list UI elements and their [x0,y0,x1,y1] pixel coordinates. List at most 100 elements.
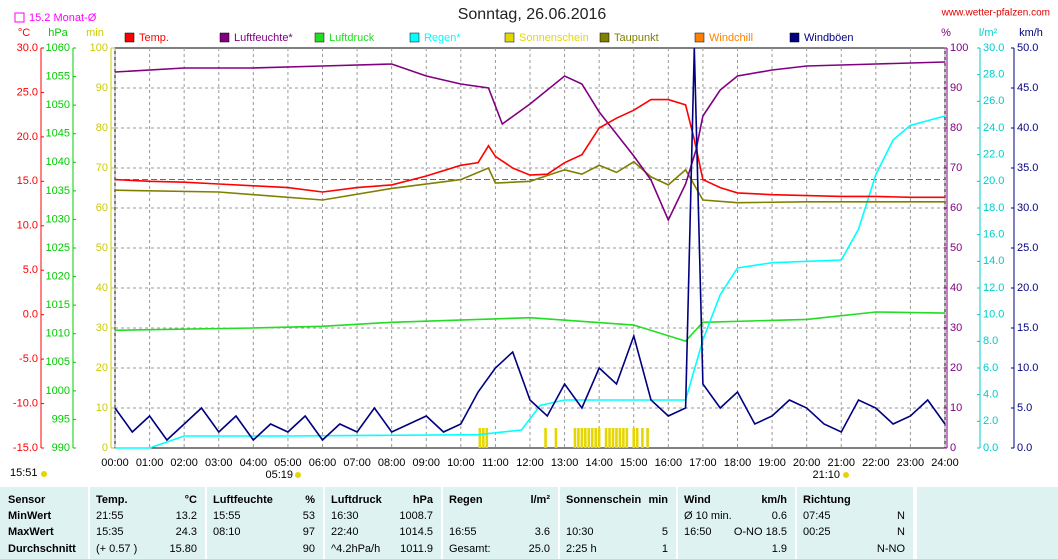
y-tick-label: 1045 [46,128,70,140]
table-cell: 1.9 [771,543,787,555]
y-tick-label: -5.0 [19,353,38,365]
y-tick-label: 1010 [46,328,70,340]
x-tick-label: 13:00 [551,457,579,469]
y-tick-label: 10.0 [17,220,38,232]
table-cell: N [897,510,905,522]
table-column [90,487,205,559]
y-tick-label: 10 [96,402,108,414]
table-cell: 16:55 [449,526,477,538]
y-tick-label: 28.0 [983,69,1004,81]
mean-icon [14,12,25,23]
y-tick-label: 1025 [46,242,70,254]
table-cell: Ø 10 min. [684,510,732,522]
sun-icon [41,471,47,477]
axis-unit: °C [18,27,30,39]
table-header: Regen [449,494,483,506]
legend-swatch [124,32,135,43]
y-tick-label: 14.0 [983,255,1004,267]
sun-icon [295,472,301,478]
y-tick-label: 1050 [46,99,70,111]
table-header: % [305,494,315,506]
axis-unit: l/m² [979,27,998,39]
x-tick-label: 20:00 [793,457,821,469]
table-column [0,487,88,559]
table-header: hPa [412,494,433,506]
table-cell: Durchschnitt [8,543,76,555]
y-tick-label: 45.0 [1017,82,1038,94]
table-cell: 08:10 [213,526,241,538]
table-header: l/m² [530,494,550,506]
legend-swatch [504,32,515,43]
y-tick-label: 50 [950,242,962,254]
y-tick-label: 70 [96,162,108,174]
table-header: Sonnenschein [566,494,642,506]
y-tick-label: 24.0 [983,122,1004,134]
x-tick-label: 19:00 [758,457,786,469]
updated: 15:51 [10,467,38,479]
x-tick-label: 21:00 [827,457,855,469]
legend-swatch [694,32,705,43]
table-cell: MinWert [8,510,52,522]
axis-unit: min [86,27,104,39]
y-tick-label: 16.0 [983,229,1004,241]
sunshine-bar [611,428,615,448]
table-cell: 24.3 [175,526,197,538]
x-tick-label: 24:00 [931,457,959,469]
legend-label: Luftfeuchte* [234,32,293,44]
table-header: Luftdruck [331,494,382,506]
y-tick-label: 4.0 [983,389,998,401]
y-tick-label: 20 [96,362,108,374]
table-header: Wind [684,494,711,506]
sunshine-bar [622,428,625,448]
y-tick-label: 2.0 [983,415,998,427]
y-tick-label: 100 [90,42,108,54]
sunshine-bar [478,428,482,448]
y-tick-label: 5.0 [1017,402,1032,414]
sunshine-bar [635,428,639,448]
table-cell: Gesamt: [449,543,491,555]
y-tick-label: 20.0 [1017,282,1038,294]
sunshine-bar [587,428,591,448]
legend-label: Sonnenschein [519,32,589,44]
legend-label: Taupunkt [614,32,659,44]
y-tick-label: 26.0 [983,95,1004,107]
y-tick-label: 15.0 [17,175,38,187]
sunset: 21:10 [812,469,840,481]
x-tick-label: 18:00 [724,457,752,469]
table-cell: 16:50 [684,526,712,538]
y-tick-label: 25.0 [17,86,38,98]
table-column [325,487,441,559]
table-header: Luftfeuchte [213,494,273,506]
sunshine-bar [482,428,485,448]
y-tick-label: 1015 [46,299,70,311]
table-column [207,487,323,559]
table-cell: O-NO 18.5 [733,526,787,538]
sunshine-bar [573,428,577,448]
table-cell: 53 [302,510,315,522]
x-tick-label: 23:00 [897,457,925,469]
y-tick-label: -10.0 [13,397,38,409]
y-tick-label: -15.0 [13,442,38,454]
sunshine-bar [544,428,547,448]
sunshine-bar [615,428,618,448]
sunshine-bar [554,428,558,448]
table-cell: 13.2 [175,510,197,522]
y-tick-label: 30.0 [17,42,38,54]
sunshine-bar [632,428,636,448]
table-cell: 16:30 [331,510,359,522]
sunshine-bar [604,428,608,448]
table-cell: 2:25 h [566,543,597,555]
series-line [114,47,946,442]
legend-swatch [409,32,420,43]
table-cell: 22:40 [331,526,359,538]
series-line [114,61,946,222]
sunshine-bar [608,428,611,448]
y-tick-label: 100 [950,42,968,54]
y-tick-label: 50 [96,242,108,254]
table-cell: 90 [302,543,315,555]
x-tick-label: 14:00 [585,457,613,469]
chart-title: Sonntag, 26.06.2016 [458,6,607,23]
y-tick-label: 20.0 [983,175,1004,187]
x-tick-label: 15:00 [620,457,648,469]
y-tick-label: 30 [96,322,108,334]
